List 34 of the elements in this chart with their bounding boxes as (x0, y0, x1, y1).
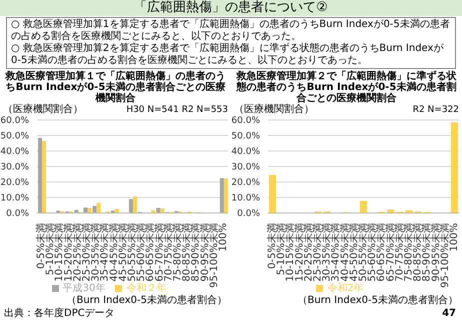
y-tick-label: 20.0% (0, 178, 30, 188)
y-tick-label: 0.0% (237, 209, 260, 220)
x-axis-title: （Burn Index0-5未満の患者割合） (65, 295, 228, 307)
x-tick-label: 95-100%未満 (208, 223, 220, 288)
text: H30 N=541 R2 N=553 (126, 105, 228, 115)
y-tick-label: 30.0% (231, 162, 260, 173)
y-tick-label: 50.0% (231, 132, 260, 142)
y-axis-title: （医療機関割合） (234, 104, 314, 116)
y-axis-title: （医療機関割合） (3, 104, 83, 116)
y-tick-label: 60.0% (0, 116, 30, 126)
text: R2 N=322 (412, 105, 459, 115)
y-tick-label: 0.0% (6, 209, 30, 220)
x-tick-label: 100% (448, 223, 460, 252)
text: ○ 救急医療管理加算2を算定する患者で「広範囲熱傷」に準ずる状態の患者のうちBurn Indexが0-5未満の患者の占める割合を医療機関ごとにみると、以下のとおりであった。 (11, 43, 444, 67)
x-tick-label: 95-100%未満 (438, 223, 451, 288)
chart-title: 救急医療管理加算１で「広範囲熱傷」の患者のうちBurn Indexが0-5未満の患者割合ごとの医療機関割合 (4, 71, 226, 104)
y-tick-label: 40.0% (231, 147, 260, 158)
legend-label: 令和2年 (327, 283, 364, 294)
y-tick-label: 10.0% (0, 194, 30, 204)
y-tick-label: 60.0% (231, 116, 260, 126)
text: 47 (442, 307, 456, 320)
y-tick-label: 10.0% (231, 194, 260, 204)
chart-title: 救急医療管理加算２で「広範囲熱傷」に準ずる状態の患者のうちBurn Indexが0-5未満の患者割合ごとの医療機関割合 (235, 71, 458, 104)
legend-label: 令和２年 (126, 283, 166, 294)
x-axis-title: （Burn Index0-5未満の患者割合） (296, 295, 459, 307)
y-tick-label: 20.0% (231, 178, 260, 188)
y-tick-label: 30.0% (0, 162, 30, 173)
y-tick-label: 50.0% (0, 132, 30, 142)
y-tick-label: 40.0% (0, 147, 30, 158)
legend-label: 平成30年 (62, 283, 106, 294)
text: 「広範囲熱傷」の患者について② (0, 0, 462, 16)
source-note: 出典：各年度DPCデータ (4, 307, 115, 320)
text: ○ 救急医療管理加算1を算定する患者で「広範囲熱傷」の患者のうちBurn Indexが0-5未満の患者の占める割合を医療機関ごとにみると、以下のとおりであった。 (11, 19, 451, 42)
x-tick-label: 100% (218, 223, 229, 252)
